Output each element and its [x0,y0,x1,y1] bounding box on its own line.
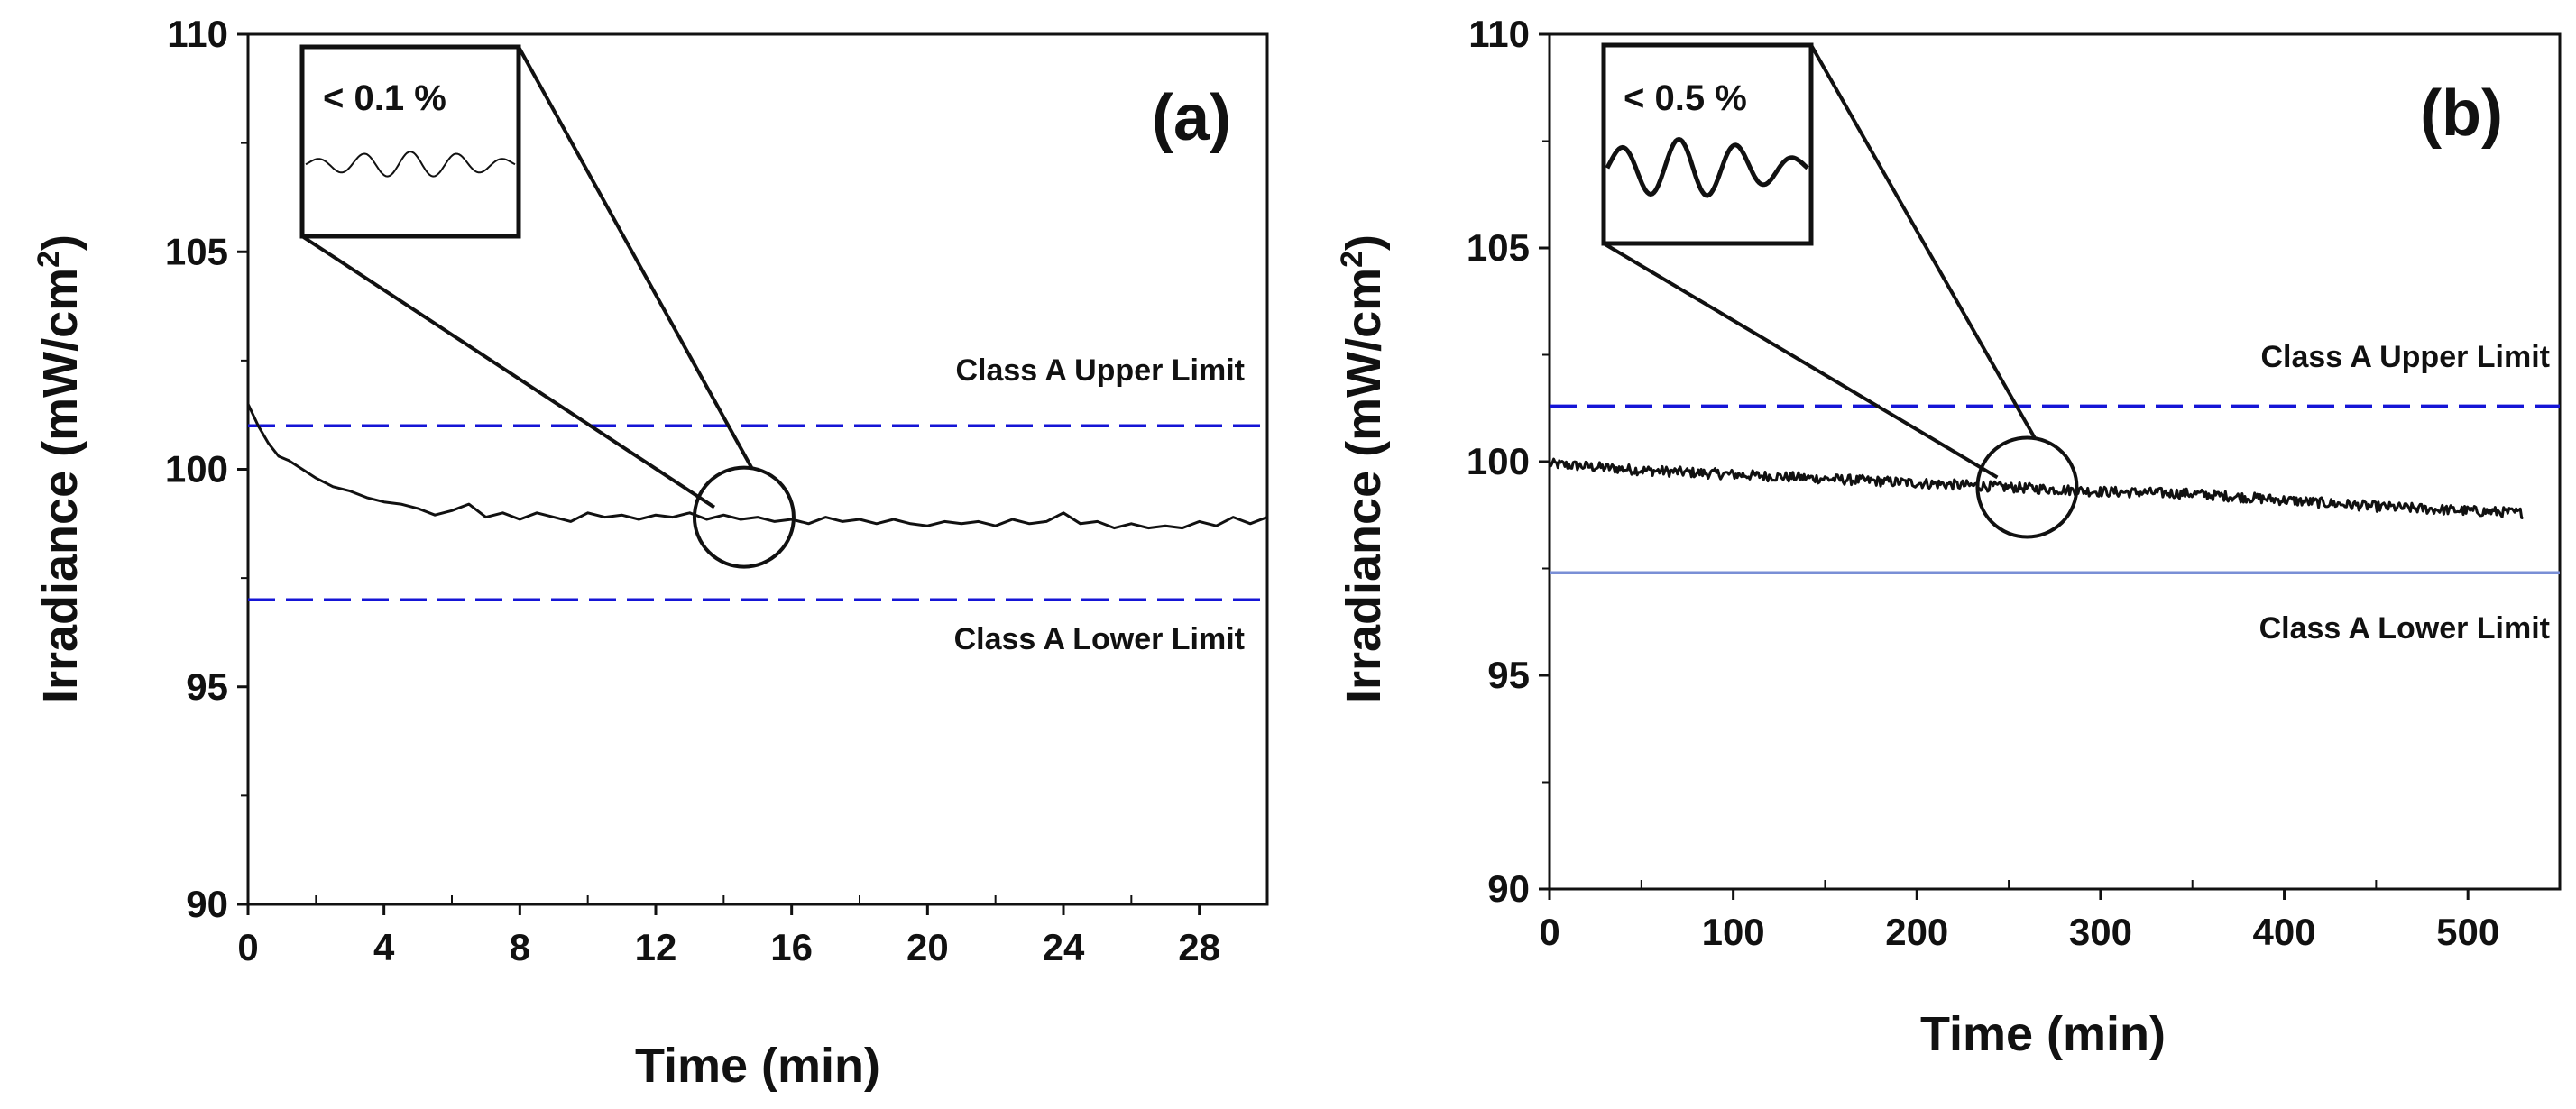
connector-line [517,46,753,469]
inset-label: < 0.1 % [323,78,446,118]
x-tick-label: 20 [906,926,949,968]
x-tick-label: 28 [1178,926,1220,968]
x-tick-label: 200 [1885,911,1948,953]
connector-line [300,234,716,509]
inset-wave [1605,136,1809,198]
x-tick-label: 24 [1043,926,1085,968]
x-axis-title: Time (min) [635,1039,880,1093]
data-series-line [1548,457,2524,519]
y-tick-label: 90 [1487,867,1530,910]
y-tick-label: 110 [1468,13,1530,55]
inset-wave [305,151,516,178]
x-tick-label: 16 [770,926,813,968]
lower-limit-label: Class A Lower Limit [2259,611,2550,646]
data-series-line [246,403,1268,530]
zoom-circle [1975,435,2079,539]
inset-label: < 0.5 % [1624,78,1747,118]
y-tick-label: 105 [165,230,228,272]
inset-box [299,44,521,239]
y-axis-title: Irradiance (mW/cm2) [32,234,87,703]
y-tick-label: 90 [186,883,228,925]
connector-line [1602,242,1999,480]
panel-b-chart: 90 95 100 105 110 0 100 200 300 400 500 Time (min) I… [1335,13,2562,1061]
panel-label: (a) [1152,82,1231,154]
y-tick-label: 110 [167,13,228,55]
x-axis-title: Time (min) [1920,1007,2166,1061]
panel-label: (b) [2420,78,2503,150]
x-tick-label: 4 [373,926,395,968]
y-tick-label: 100 [1467,440,1530,482]
y-tick-label: 105 [1467,226,1530,269]
y-tick-label: 100 [165,448,228,490]
x-tick-label: 12 [635,926,677,968]
y-tick-label: 95 [1487,654,1530,696]
x-tick-label: 0 [237,926,258,968]
inset-box [1601,42,1814,246]
x-tick-label: 0 [1539,911,1559,953]
x-tick-label: 300 [2069,911,2132,953]
upper-limit-label: Class A Upper Limit [2260,340,2550,374]
x-tick-label: 500 [2436,911,2499,953]
y-axis-title: Irradiance (mW/cm2) [1335,234,1391,703]
lower-limit-label: Class A Lower Limit [954,622,1245,656]
connector-line [1809,44,2037,439]
panel-a-chart: 90 95 100 105 110 0 4 8 12 16 20 24 28 Time (min) Irra… [32,13,1269,1093]
x-tick-label: 400 [2253,911,2316,953]
zoom-circle [692,465,796,569]
x-tick-label: 100 [1702,911,1765,953]
x-tick-label: 8 [510,926,530,968]
upper-limit-label: Class A Upper Limit [955,353,1245,388]
y-tick-label: 95 [186,665,228,708]
